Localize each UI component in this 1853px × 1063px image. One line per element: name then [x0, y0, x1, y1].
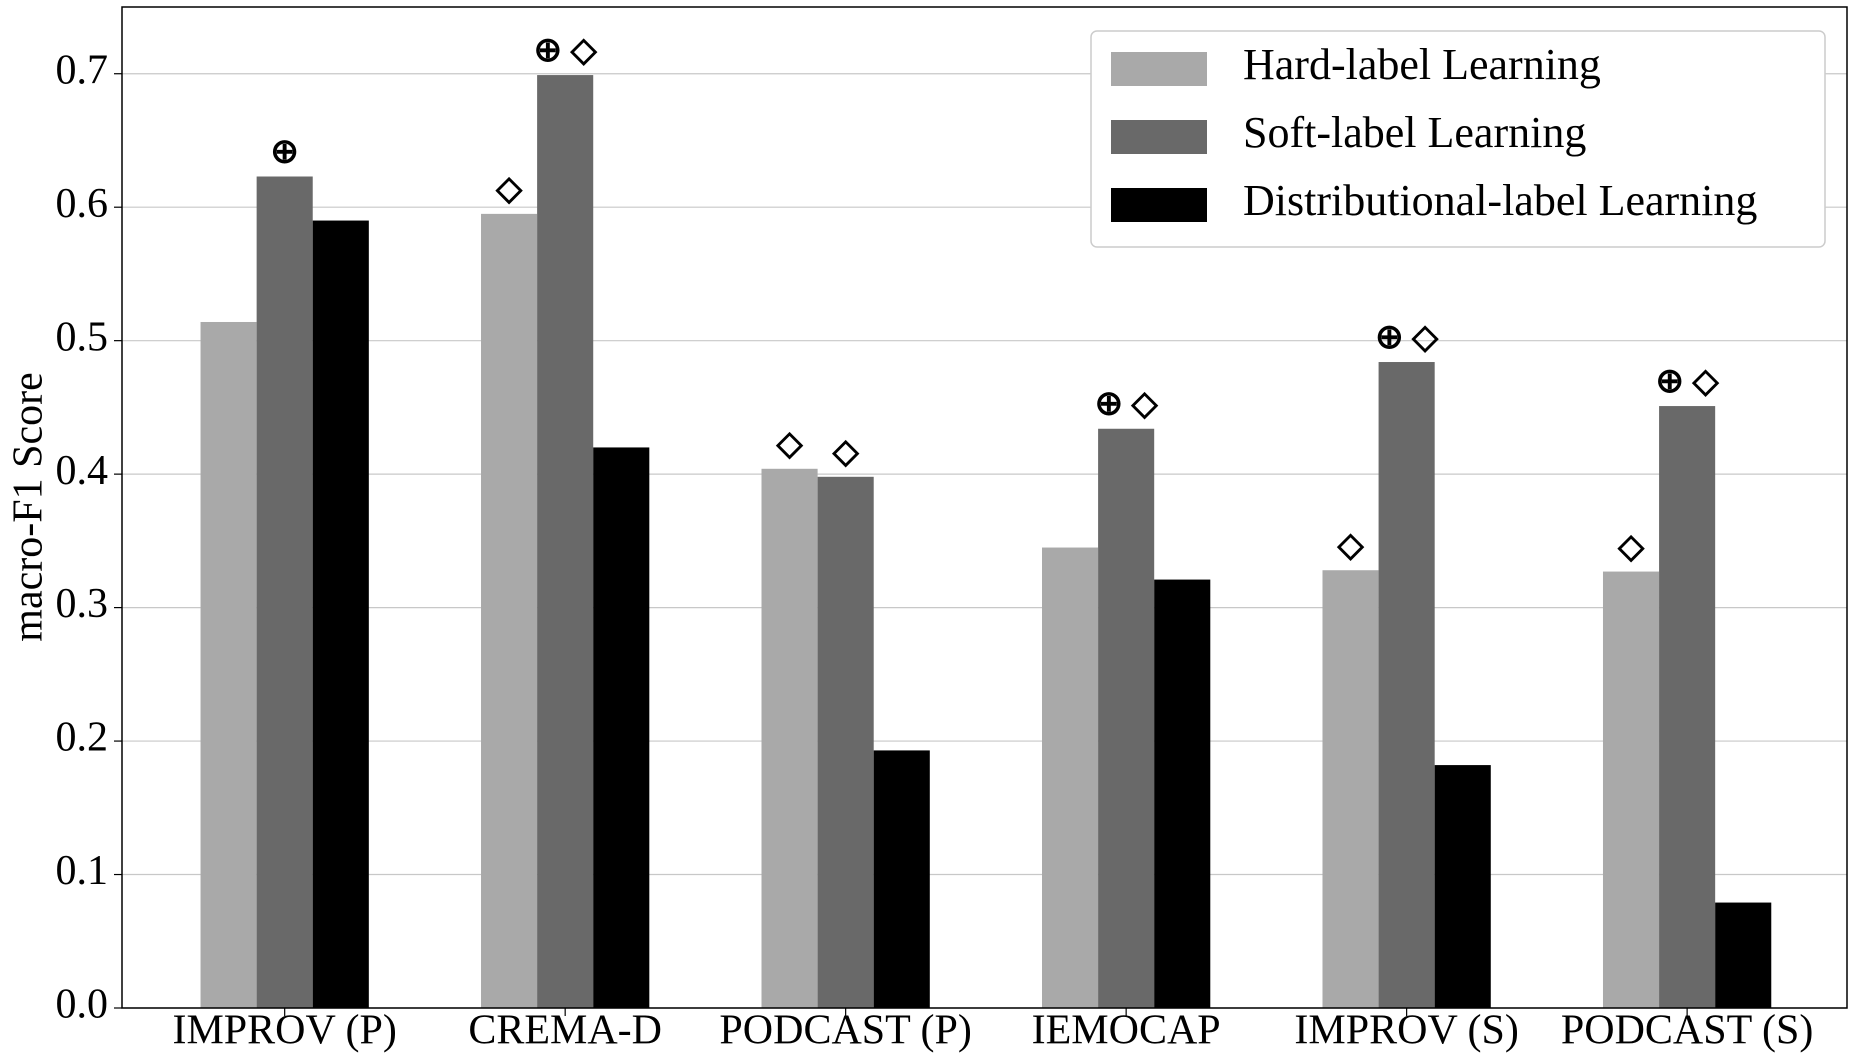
significance-marker: ⊕: [270, 133, 299, 170]
bar: [200, 321, 257, 1008]
bar: [873, 750, 930, 1008]
legend-swatch: [1111, 52, 1207, 86]
y-tick-label: 0.3: [56, 581, 109, 627]
bar: [1098, 428, 1155, 1009]
bar: [1322, 570, 1379, 1008]
y-axis-label: macro-F1 Score: [6, 372, 52, 641]
bar: [1154, 579, 1211, 1008]
bar: [1378, 362, 1435, 1008]
legend-swatch: [1111, 120, 1207, 154]
significance-marker: ⊕ ◇: [1375, 319, 1439, 356]
significance-marker: ◇: [495, 171, 523, 208]
y-tick-label: 0.0: [56, 982, 109, 1028]
y-tick-label: 0.2: [56, 715, 109, 761]
significance-marker: ◇: [775, 426, 803, 463]
legend-label: Soft-label Learning: [1243, 108, 1586, 157]
bar: [1434, 765, 1491, 1008]
bar: [256, 176, 313, 1008]
significance-marker: ◇: [832, 434, 860, 471]
y-tick-label: 0.5: [56, 314, 109, 360]
bar: [481, 213, 538, 1008]
bar: [312, 220, 369, 1009]
legend-label: Hard-label Learning: [1243, 40, 1601, 89]
significance-marker: ◇: [1336, 527, 1364, 564]
legend-box: [1090, 30, 1826, 248]
bar: [1659, 406, 1716, 1009]
significance-marker: ⊕ ◇: [1095, 386, 1159, 423]
y-tick-label: 0.1: [56, 848, 109, 894]
bar: [1715, 902, 1772, 1008]
y-tick-label: 0.4: [56, 448, 109, 494]
y-tick-label: 0.6: [56, 181, 109, 227]
bar: [761, 468, 818, 1008]
significance-marker: ⊕ ◇: [1656, 363, 1720, 400]
significance-marker: ⊕ ◇: [534, 32, 598, 69]
bar: [1602, 571, 1660, 1008]
bar: [1042, 547, 1099, 1008]
bar: [593, 447, 650, 1008]
legend-label: Distributional-label Learning: [1243, 176, 1757, 225]
bar: [537, 75, 594, 1009]
bar: [817, 476, 874, 1008]
legend: Hard-label Learning Soft-label Learning Di…: [1090, 30, 1826, 248]
y-tick-label: 0.7: [56, 47, 109, 93]
significance-marker: ◇: [1617, 528, 1645, 565]
plot-frame: [121, 6, 1848, 1009]
legend-swatch: [1111, 188, 1207, 222]
